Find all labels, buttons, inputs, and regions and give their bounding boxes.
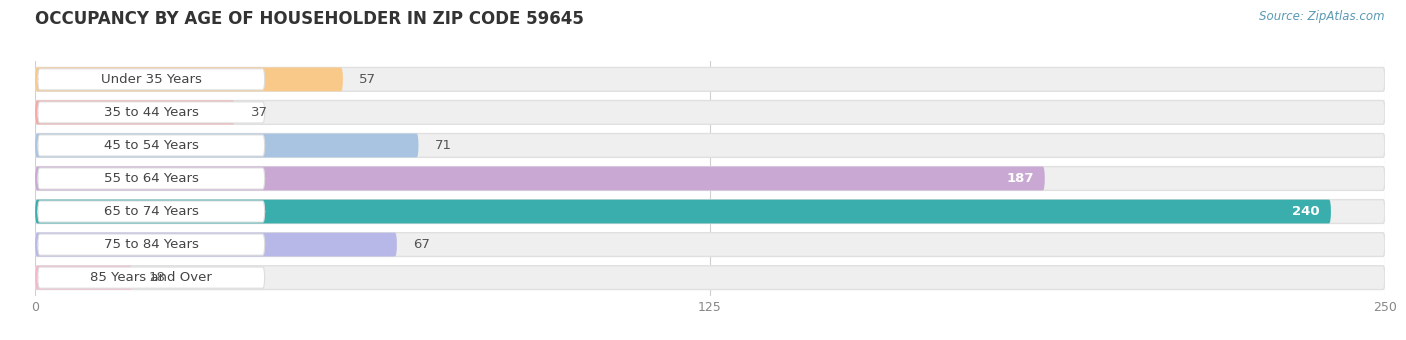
FancyBboxPatch shape — [38, 135, 264, 156]
FancyBboxPatch shape — [35, 266, 1385, 290]
Text: 18: 18 — [149, 271, 166, 284]
FancyBboxPatch shape — [38, 69, 264, 90]
FancyBboxPatch shape — [35, 67, 1385, 91]
Text: 240: 240 — [1292, 205, 1320, 218]
Text: 65 to 74 Years: 65 to 74 Years — [104, 205, 198, 218]
FancyBboxPatch shape — [38, 201, 264, 222]
FancyBboxPatch shape — [35, 101, 235, 124]
Text: 35 to 44 Years: 35 to 44 Years — [104, 106, 198, 119]
Text: 37: 37 — [252, 106, 269, 119]
Text: Source: ZipAtlas.com: Source: ZipAtlas.com — [1260, 10, 1385, 23]
FancyBboxPatch shape — [38, 102, 264, 123]
Text: 45 to 54 Years: 45 to 54 Years — [104, 139, 198, 152]
FancyBboxPatch shape — [35, 134, 1385, 157]
Text: 55 to 64 Years: 55 to 64 Years — [104, 172, 198, 185]
Text: 187: 187 — [1007, 172, 1033, 185]
FancyBboxPatch shape — [35, 67, 343, 91]
FancyBboxPatch shape — [35, 101, 1385, 124]
Text: 57: 57 — [359, 73, 375, 86]
FancyBboxPatch shape — [35, 200, 1331, 223]
FancyBboxPatch shape — [35, 266, 132, 290]
FancyBboxPatch shape — [38, 234, 264, 255]
Text: OCCUPANCY BY AGE OF HOUSEHOLDER IN ZIP CODE 59645: OCCUPANCY BY AGE OF HOUSEHOLDER IN ZIP C… — [35, 10, 583, 28]
FancyBboxPatch shape — [35, 200, 1385, 223]
FancyBboxPatch shape — [35, 134, 419, 157]
FancyBboxPatch shape — [35, 233, 396, 256]
Text: 75 to 84 Years: 75 to 84 Years — [104, 238, 198, 251]
Text: 67: 67 — [413, 238, 430, 251]
FancyBboxPatch shape — [35, 233, 1385, 256]
FancyBboxPatch shape — [38, 267, 264, 288]
Text: Under 35 Years: Under 35 Years — [101, 73, 201, 86]
FancyBboxPatch shape — [35, 167, 1045, 190]
Text: 71: 71 — [434, 139, 451, 152]
FancyBboxPatch shape — [35, 167, 1385, 190]
FancyBboxPatch shape — [38, 168, 264, 189]
Text: 85 Years and Over: 85 Years and Over — [90, 271, 212, 284]
